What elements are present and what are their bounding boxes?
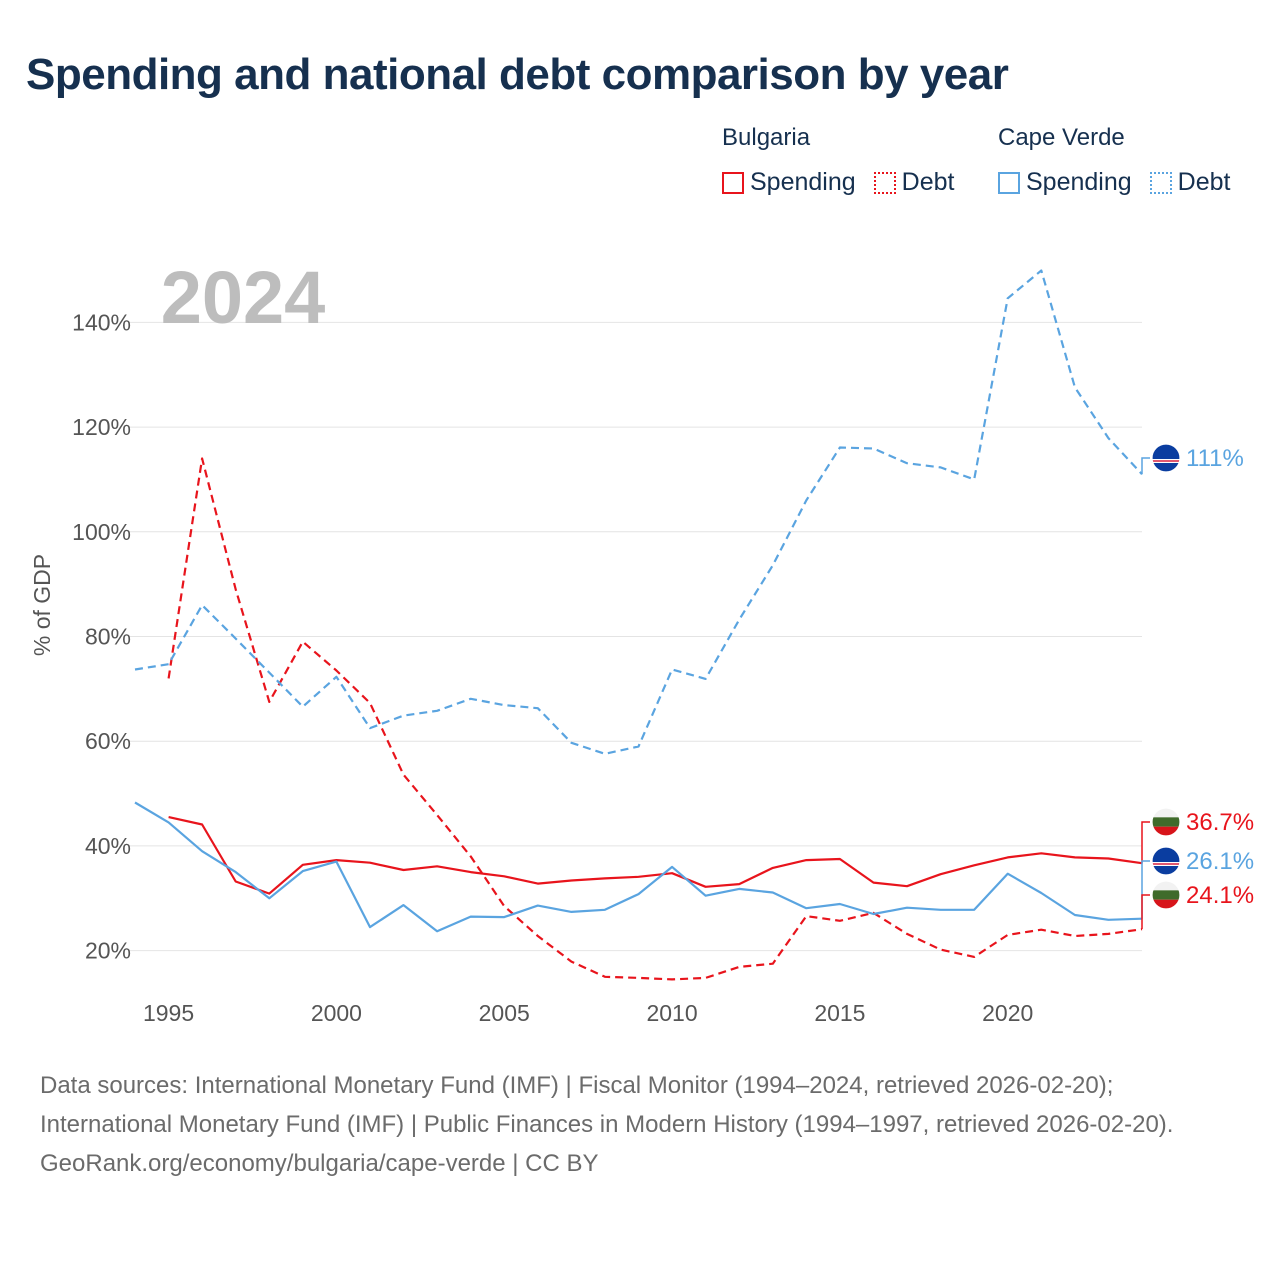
leader-line xyxy=(1141,860,1150,919)
series-line-cape-verde-debt xyxy=(134,269,1143,755)
y-tick-label: 120% xyxy=(72,414,131,440)
leader-line xyxy=(1141,894,1150,930)
y-tick-label: 60% xyxy=(85,728,131,754)
legend-label: Debt xyxy=(1177,168,1231,196)
cape-verde-flag-icon xyxy=(1152,444,1180,472)
x-axis-ticks: 1995 2000 2005 2010 2015 2020 xyxy=(143,1000,1033,1026)
legend-item-bulgaria-debt[interactable]: Debt xyxy=(873,168,955,197)
end-value-label: 24.1% xyxy=(1186,882,1254,909)
y-tick-label: 80% xyxy=(85,624,131,650)
end-value-label: 111% xyxy=(1186,445,1244,472)
end-value-label: 36.7% xyxy=(1186,809,1254,836)
series-line-bulgaria-debt xyxy=(167,457,1143,981)
legend-swatch-solid xyxy=(998,171,1020,194)
end-value-label: 26.1% xyxy=(1186,848,1254,875)
credit-link[interactable]: GeoRank.org/economy/bulgaria/cape-verde … xyxy=(40,1150,599,1177)
leader-line xyxy=(1141,821,1150,864)
legend-label: Spending xyxy=(1026,168,1132,196)
legend-swatch-dotted xyxy=(873,171,896,194)
y-axis-ticks: 20% 40% 60% 80% 100% 120% 140% xyxy=(72,309,131,963)
end-markers: 111% 36.7% 26.1% 24.1% xyxy=(1141,443,1254,930)
x-tick-label: 2015 xyxy=(814,1000,865,1026)
legend-item-bulgaria-spending[interactable]: Spending xyxy=(722,168,856,197)
legend-swatch-dotted xyxy=(1149,171,1172,194)
footer: Data sources: International Monetary Fun… xyxy=(40,1066,1240,1183)
x-tick-label: 1995 xyxy=(143,1000,194,1026)
y-tick-label: 20% xyxy=(85,938,131,964)
legend-group-cape-verde: Cape Verde Spending Debt xyxy=(998,124,1230,197)
legend-item-cape-verde-spending[interactable]: Spending xyxy=(998,168,1132,197)
legend-swatch-solid xyxy=(722,171,744,194)
y-tick-label: 140% xyxy=(72,309,131,335)
legend-item-cape-verde-debt[interactable]: Debt xyxy=(1149,168,1231,197)
leader-line xyxy=(1141,457,1150,475)
legend-group-bulgaria: Bulgaria Spending Debt xyxy=(722,124,954,197)
x-tick-label: 2010 xyxy=(646,1000,697,1026)
series-lines xyxy=(134,269,1143,981)
y-tick-label: 100% xyxy=(72,519,131,545)
x-tick-label: 2000 xyxy=(311,1000,362,1026)
chart-title: Spending and national debt comparison by… xyxy=(26,50,1009,99)
legend-label: Debt xyxy=(901,168,955,196)
bulgaria-flag-icon xyxy=(1152,808,1180,836)
y-axis-label: % of GDP xyxy=(29,554,55,656)
line-chart: 2024 20% 40% 60% 80% 100% 120% 140% 1995 2000 20… xyxy=(29,256,1254,1026)
y-tick-label: 40% xyxy=(85,833,131,859)
x-tick-label: 2020 xyxy=(982,1000,1033,1026)
series-line-bulgaria-spending xyxy=(168,816,1143,895)
year-watermark: 2024 xyxy=(161,256,326,339)
data-sources: Data sources: International Monetary Fun… xyxy=(40,1072,1174,1138)
x-tick-label: 2005 xyxy=(479,1000,530,1026)
cape-verde-flag-icon xyxy=(1152,847,1180,875)
legend-country-cape-verde: Cape Verde xyxy=(998,124,1125,151)
legend-label: Spending xyxy=(750,168,856,196)
series-line-cape-verde-spending xyxy=(134,801,1143,933)
gridlines xyxy=(128,321,1142,952)
bulgaria-flag-icon xyxy=(1152,881,1180,909)
legend-country-bulgaria: Bulgaria xyxy=(722,124,811,151)
